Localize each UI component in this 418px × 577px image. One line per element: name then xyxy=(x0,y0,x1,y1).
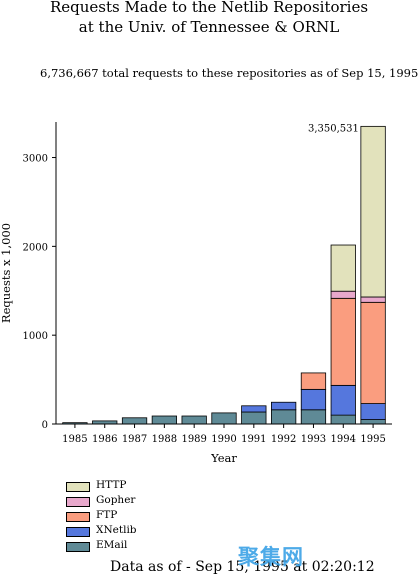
bar-email-1993 xyxy=(300,409,327,425)
x-tick-label-1990: 1990 xyxy=(211,434,236,445)
x-axis-label: Year xyxy=(210,451,237,465)
y-tick-label-3000: 3000 xyxy=(23,154,48,165)
legend-label-ftp: FTP xyxy=(96,509,118,521)
x-tick-label-1995: 1995 xyxy=(360,434,385,445)
x-tick-label-1994: 1994 xyxy=(331,434,356,445)
bar-ftp-1995 xyxy=(360,301,386,404)
chart-title-line-1: Requests Made to the Netlib Repositories xyxy=(49,0,369,16)
bar-xnetlib-1993 xyxy=(300,388,327,411)
bar-email-1992 xyxy=(271,409,297,425)
bar-email-1995 xyxy=(360,419,386,425)
bar-http-1994 xyxy=(330,244,356,292)
legend-swatch-http xyxy=(66,482,90,492)
data-timestamp-footer: Data as of - Sep 15, 1995 at 02:20:12 xyxy=(110,559,375,575)
y-tick-label-0: 0 xyxy=(42,420,48,431)
site-watermark: 聚集网 xyxy=(238,545,304,569)
x-tick-label-1989: 1989 xyxy=(181,434,206,445)
legend-label-gopher: Gopher xyxy=(96,494,136,506)
y-tick-label-2000: 2000 xyxy=(23,242,48,253)
bar-email-1991 xyxy=(241,411,267,425)
y-axis-label: Requests x 1,000 xyxy=(0,223,13,323)
bar-xnetlib-1995 xyxy=(360,403,386,420)
bar-ftp-1993 xyxy=(300,372,327,390)
bar-email-1989 xyxy=(181,415,207,425)
x-tick-label-1993: 1993 xyxy=(301,434,326,445)
bar-email-1990 xyxy=(211,412,237,425)
legend-swatch-ftp xyxy=(66,512,90,522)
legend-swatch-gopher xyxy=(66,497,90,507)
bar-email-1994 xyxy=(330,414,356,425)
bar-http-1995 xyxy=(360,125,386,298)
bar-xnetlib-1992 xyxy=(271,401,297,411)
x-tick-label-1987: 1987 xyxy=(122,434,147,445)
bar-gopher-1995 xyxy=(360,296,386,303)
legend-label-email: EMail xyxy=(96,539,128,551)
bar-ftp-1994 xyxy=(330,297,356,386)
bar-gopher-1994 xyxy=(330,290,356,299)
bar-xnetlib-1991 xyxy=(241,405,267,413)
legend-label-xnetlib: XNetlib xyxy=(96,524,137,536)
legend-label-http: HTTP xyxy=(96,479,127,491)
bar-xnetlib-1994 xyxy=(330,384,356,416)
legend-swatch-email xyxy=(66,542,90,552)
bar-email-1988 xyxy=(151,415,177,425)
x-tick-label-1988: 1988 xyxy=(152,434,177,445)
bar-total-annotation-1995: 3,350,531 xyxy=(308,123,359,134)
bar-email-1987 xyxy=(121,417,148,425)
x-tick-label-1992: 1992 xyxy=(271,434,296,445)
x-tick-label-1986: 1986 xyxy=(92,434,117,445)
chart-title-line-2: at the Univ. of Tennessee & ORNL xyxy=(78,18,340,36)
x-tick-label-1985: 1985 xyxy=(62,434,87,445)
chart-subtitle: 6,736,667 total requests to these reposi… xyxy=(40,66,418,80)
x-tick-label-1991: 1991 xyxy=(241,434,266,445)
y-tick-label-1000: 1000 xyxy=(23,331,48,342)
legend-swatch-xnetlib xyxy=(66,527,90,537)
